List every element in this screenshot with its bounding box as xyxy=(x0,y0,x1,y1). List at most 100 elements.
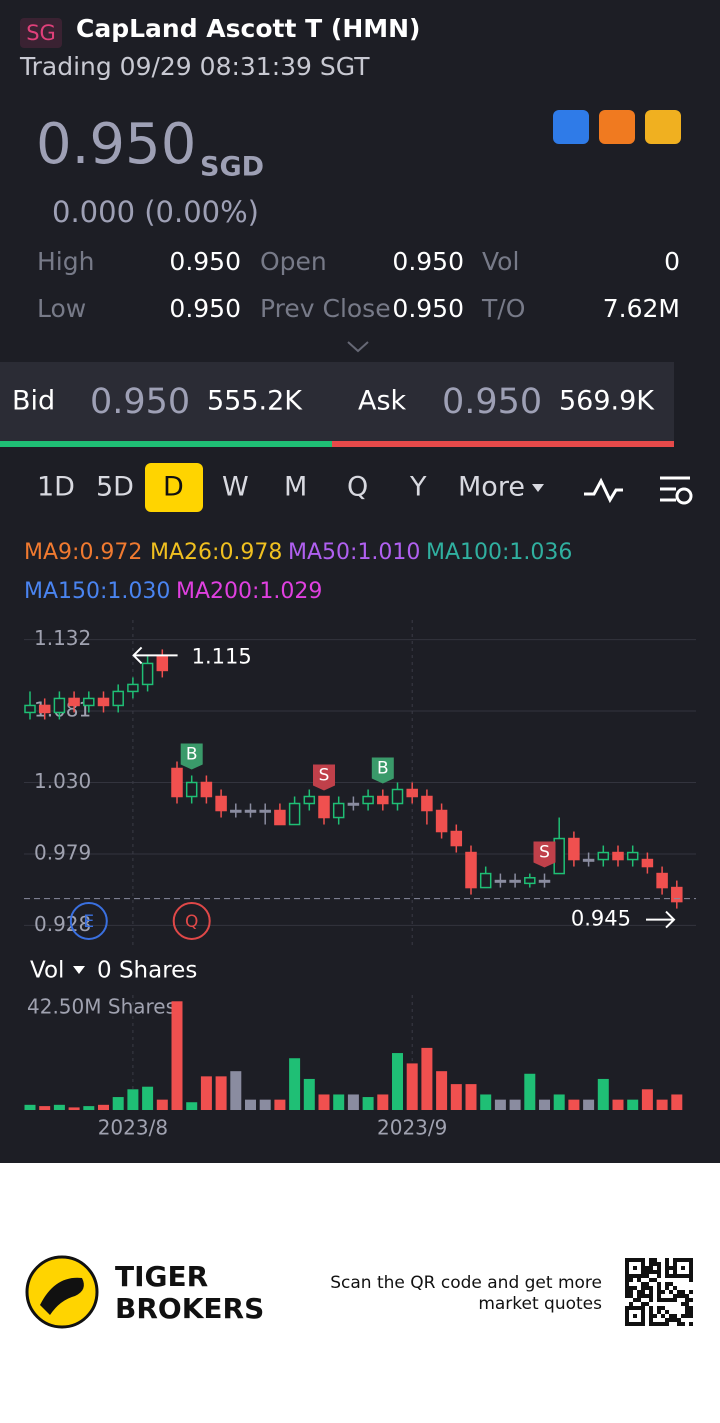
volume-bar xyxy=(568,1099,580,1110)
bid-label: Bid xyxy=(12,386,55,417)
qr-cell xyxy=(673,1314,677,1318)
volume-bar xyxy=(83,1106,95,1110)
qr-cell xyxy=(625,1290,629,1294)
candle-body xyxy=(391,788,404,805)
qr-cell xyxy=(661,1306,665,1310)
brand-logo-mark xyxy=(40,1277,84,1315)
volume-bar xyxy=(406,1063,418,1110)
y-tick-label: 0.928 xyxy=(34,912,91,936)
tab[interactable]: 1D xyxy=(37,472,75,503)
event-label: E xyxy=(83,912,94,932)
high-label: 1.115 xyxy=(192,644,252,668)
stat-value: 0.950 xyxy=(392,294,464,323)
candle-body xyxy=(509,879,521,883)
qr-cell xyxy=(637,1278,641,1282)
tab[interactable]: W xyxy=(222,472,249,503)
volume-bar xyxy=(671,1094,683,1110)
volume-bar xyxy=(186,1102,198,1110)
candle-body xyxy=(274,809,286,826)
qr-cell xyxy=(677,1294,681,1298)
qr-cell xyxy=(689,1278,693,1282)
candle-body xyxy=(450,830,463,847)
ma-legend: MA100:1.036 xyxy=(426,540,572,565)
event-badge[interactable] xyxy=(172,902,211,940)
settings-icon[interactable] xyxy=(660,476,690,502)
qr-cell xyxy=(625,1306,629,1310)
candle-body xyxy=(362,795,374,805)
qr-cell xyxy=(673,1298,677,1302)
volume-bar xyxy=(627,1099,639,1110)
qr-cell xyxy=(637,1306,641,1310)
high-arrow xyxy=(132,646,178,665)
event-badge[interactable] xyxy=(69,902,108,940)
settings-icon-eye[interactable] xyxy=(675,487,693,505)
candle-body xyxy=(671,886,683,903)
qr-cell xyxy=(625,1282,629,1286)
candle-body xyxy=(494,879,507,883)
qr-cell xyxy=(653,1322,657,1326)
qr-cell xyxy=(629,1302,633,1306)
candle-body xyxy=(244,809,257,813)
qr-cell xyxy=(637,1298,641,1302)
qr-cell xyxy=(685,1298,689,1302)
volume-bar xyxy=(524,1073,536,1110)
icon-dollar[interactable] xyxy=(645,110,681,144)
qr-cell xyxy=(689,1298,693,1302)
qr-cell xyxy=(681,1294,685,1298)
qr-cell xyxy=(685,1314,689,1318)
qr-cell xyxy=(625,1318,629,1322)
qr-cell xyxy=(629,1322,633,1326)
qr-cell xyxy=(681,1322,685,1326)
qr-cell xyxy=(641,1290,645,1294)
qr-cell xyxy=(689,1258,693,1262)
qr-cell xyxy=(649,1310,653,1314)
qr-cell xyxy=(669,1282,673,1286)
volume-dropdown[interactable] xyxy=(73,966,85,974)
volume-bar xyxy=(465,1084,477,1110)
tab[interactable]: Q xyxy=(347,472,368,503)
qr-cell xyxy=(685,1258,689,1262)
tab[interactable]: More xyxy=(458,472,525,503)
tab[interactable]: D xyxy=(163,472,184,503)
qr-cell xyxy=(673,1286,677,1290)
qr-cell xyxy=(685,1302,689,1306)
volume-bar xyxy=(171,1001,183,1110)
tab[interactable]: M xyxy=(284,472,307,503)
qr-cell xyxy=(629,1290,633,1294)
expand-chevron[interactable] xyxy=(347,341,369,353)
y-tick-label: 1.030 xyxy=(34,769,91,793)
volume-bar xyxy=(318,1094,330,1110)
qr-cell xyxy=(689,1266,693,1270)
qr-cell xyxy=(625,1278,629,1282)
qr-cell xyxy=(645,1286,649,1290)
tab[interactable]: Y xyxy=(409,472,427,503)
qr-cell xyxy=(689,1270,693,1274)
qr-cell xyxy=(625,1314,629,1318)
stat-label: Prev Close xyxy=(260,294,391,323)
candle-body xyxy=(612,851,624,861)
volume-bar xyxy=(127,1089,139,1110)
qr-cell xyxy=(681,1302,685,1306)
candle-body xyxy=(656,872,668,889)
qr-cell xyxy=(649,1298,653,1302)
indicator-icon[interactable] xyxy=(584,477,623,504)
bid-price: 0.950 xyxy=(90,382,190,422)
qr-cell xyxy=(685,1294,689,1298)
qr-cell xyxy=(665,1318,669,1322)
tab[interactable]: 5D xyxy=(96,472,134,503)
icon-options[interactable] xyxy=(599,110,635,144)
qr-cell xyxy=(677,1258,681,1262)
candle-body xyxy=(435,809,448,833)
volume-bar xyxy=(303,1078,315,1110)
qr-cell xyxy=(681,1258,685,1262)
qr-cell xyxy=(653,1270,657,1274)
icon-flash[interactable] xyxy=(553,110,589,144)
volume-bar xyxy=(112,1097,124,1110)
volume-bar xyxy=(377,1094,389,1110)
y-tick-label: 1.132 xyxy=(34,626,91,650)
tab-active-bg xyxy=(145,463,203,512)
volume-bar xyxy=(24,1104,36,1110)
qr-cell xyxy=(689,1310,693,1314)
